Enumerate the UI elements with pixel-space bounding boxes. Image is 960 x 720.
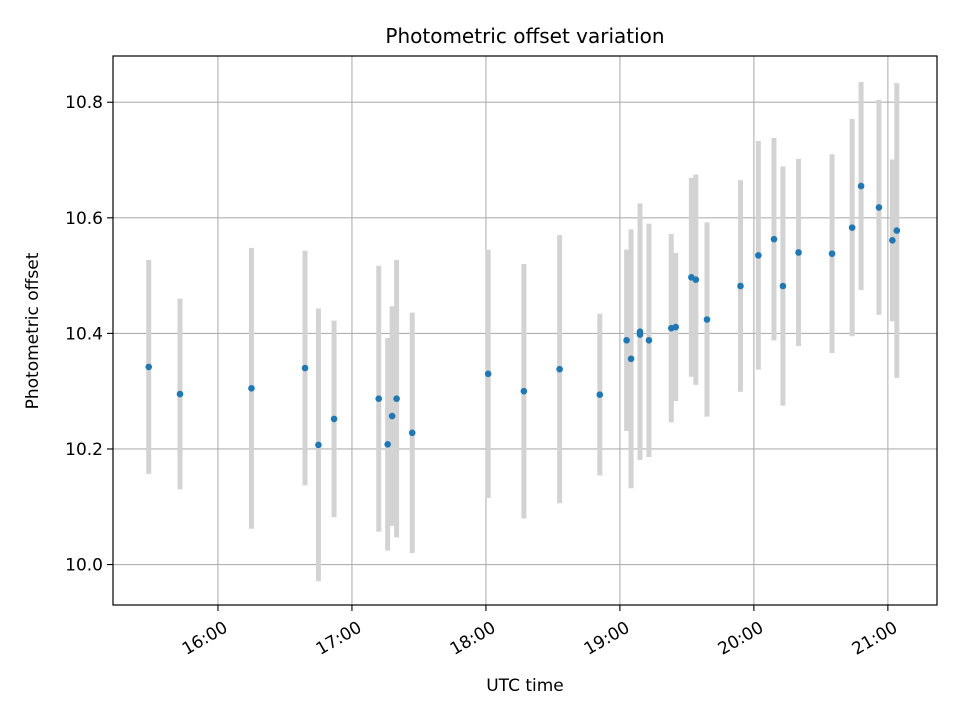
data-point <box>795 249 802 256</box>
data-point <box>556 365 563 373</box>
data-point <box>520 387 528 395</box>
y-axis-ticks: 10.0 10.2 10.4 10.6 10.8 <box>65 93 113 576</box>
data-point <box>889 237 896 244</box>
data-point <box>248 384 255 392</box>
y-tick-label: 10.4 <box>65 324 103 344</box>
data-point <box>645 337 653 344</box>
x-axis-label: UTC time <box>486 676 564 696</box>
data-point <box>375 395 383 402</box>
y-tick-label: 10.0 <box>65 556 103 576</box>
data-point <box>384 441 391 448</box>
plot-frame <box>112 55 938 606</box>
data-point <box>388 412 396 420</box>
data-point <box>623 337 630 344</box>
data-point <box>875 204 883 211</box>
data-point <box>848 224 856 231</box>
data-point <box>737 282 744 290</box>
data-point <box>770 235 778 243</box>
data-point <box>301 364 309 372</box>
data-point <box>330 415 338 423</box>
chart-title: Photometric offset variation <box>385 24 664 48</box>
data-point <box>857 182 865 190</box>
data-point <box>315 441 322 449</box>
data-point <box>393 395 400 402</box>
data-point <box>828 250 836 257</box>
data-point <box>145 363 153 371</box>
data-point <box>627 355 635 363</box>
data-point <box>692 276 700 283</box>
data-point <box>176 390 184 398</box>
data-point <box>779 282 787 290</box>
y-axis-label: Photometric offset <box>23 252 43 409</box>
data-point <box>408 429 416 437</box>
data-point <box>596 391 604 398</box>
y-tick-label: 10.2 <box>65 440 103 460</box>
y-tick-label: 10.8 <box>65 93 103 113</box>
data-point <box>636 331 644 338</box>
data-point <box>703 316 711 323</box>
data-point <box>893 227 901 234</box>
data-points <box>145 182 901 449</box>
data-point <box>484 370 492 378</box>
data-point <box>672 323 680 331</box>
data-point <box>755 252 762 259</box>
y-tick-label: 10.6 <box>65 209 103 229</box>
